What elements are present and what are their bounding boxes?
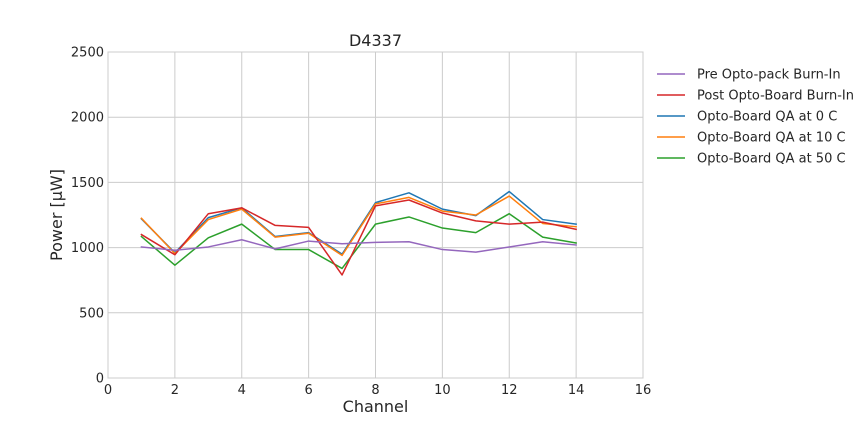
- series-line-1: [140, 199, 578, 276]
- legend-label: Opto-Board QA at 50 C: [697, 152, 846, 167]
- y-tick-label: 1000: [71, 241, 104, 256]
- y-tick-label: 2500: [71, 46, 104, 61]
- legend-label: Pre Opto-pack Burn-In: [697, 68, 841, 83]
- x-tick-label: 2: [171, 383, 179, 398]
- legend-label: Post Opto-Board Burn-In: [697, 89, 854, 104]
- plot-frame: [107, 51, 644, 379]
- series-line-0: [140, 239, 577, 253]
- x-tick-label: 14: [568, 383, 585, 398]
- tick-labels: 0 2 4 6 8 10 12 14 16 0 500 1000 1500 2000 2500: [71, 46, 651, 399]
- chart-title: D4337: [349, 31, 402, 50]
- x-tick-label: 8: [371, 383, 379, 398]
- x-tick-label: 16: [635, 383, 652, 398]
- y-tick-label: 2000: [71, 111, 104, 126]
- legend: Pre Opto-pack Burn-In Post Opto-Board Bur…: [657, 68, 854, 167]
- x-tick-label: 10: [434, 383, 451, 398]
- series-line-4: [140, 212, 577, 270]
- x-axis-label: Channel: [343, 397, 409, 416]
- x-tick-label: 12: [501, 383, 518, 398]
- y-tick-label: 1500: [71, 176, 104, 191]
- series-line-3: [140, 195, 577, 257]
- y-tick-label: 500: [79, 306, 104, 321]
- series-layer: [140, 190, 578, 276]
- x-tick-label: 4: [238, 383, 246, 398]
- x-tick-label: 6: [304, 383, 312, 398]
- legend-label: Opto-Board QA at 0 C: [697, 110, 837, 125]
- legend-label: Opto-Board QA at 10 C: [697, 131, 846, 146]
- x-tick-label: 0: [104, 383, 112, 398]
- y-tick-label: 0: [96, 372, 104, 387]
- y-axis-label: Power [μW]: [47, 169, 66, 261]
